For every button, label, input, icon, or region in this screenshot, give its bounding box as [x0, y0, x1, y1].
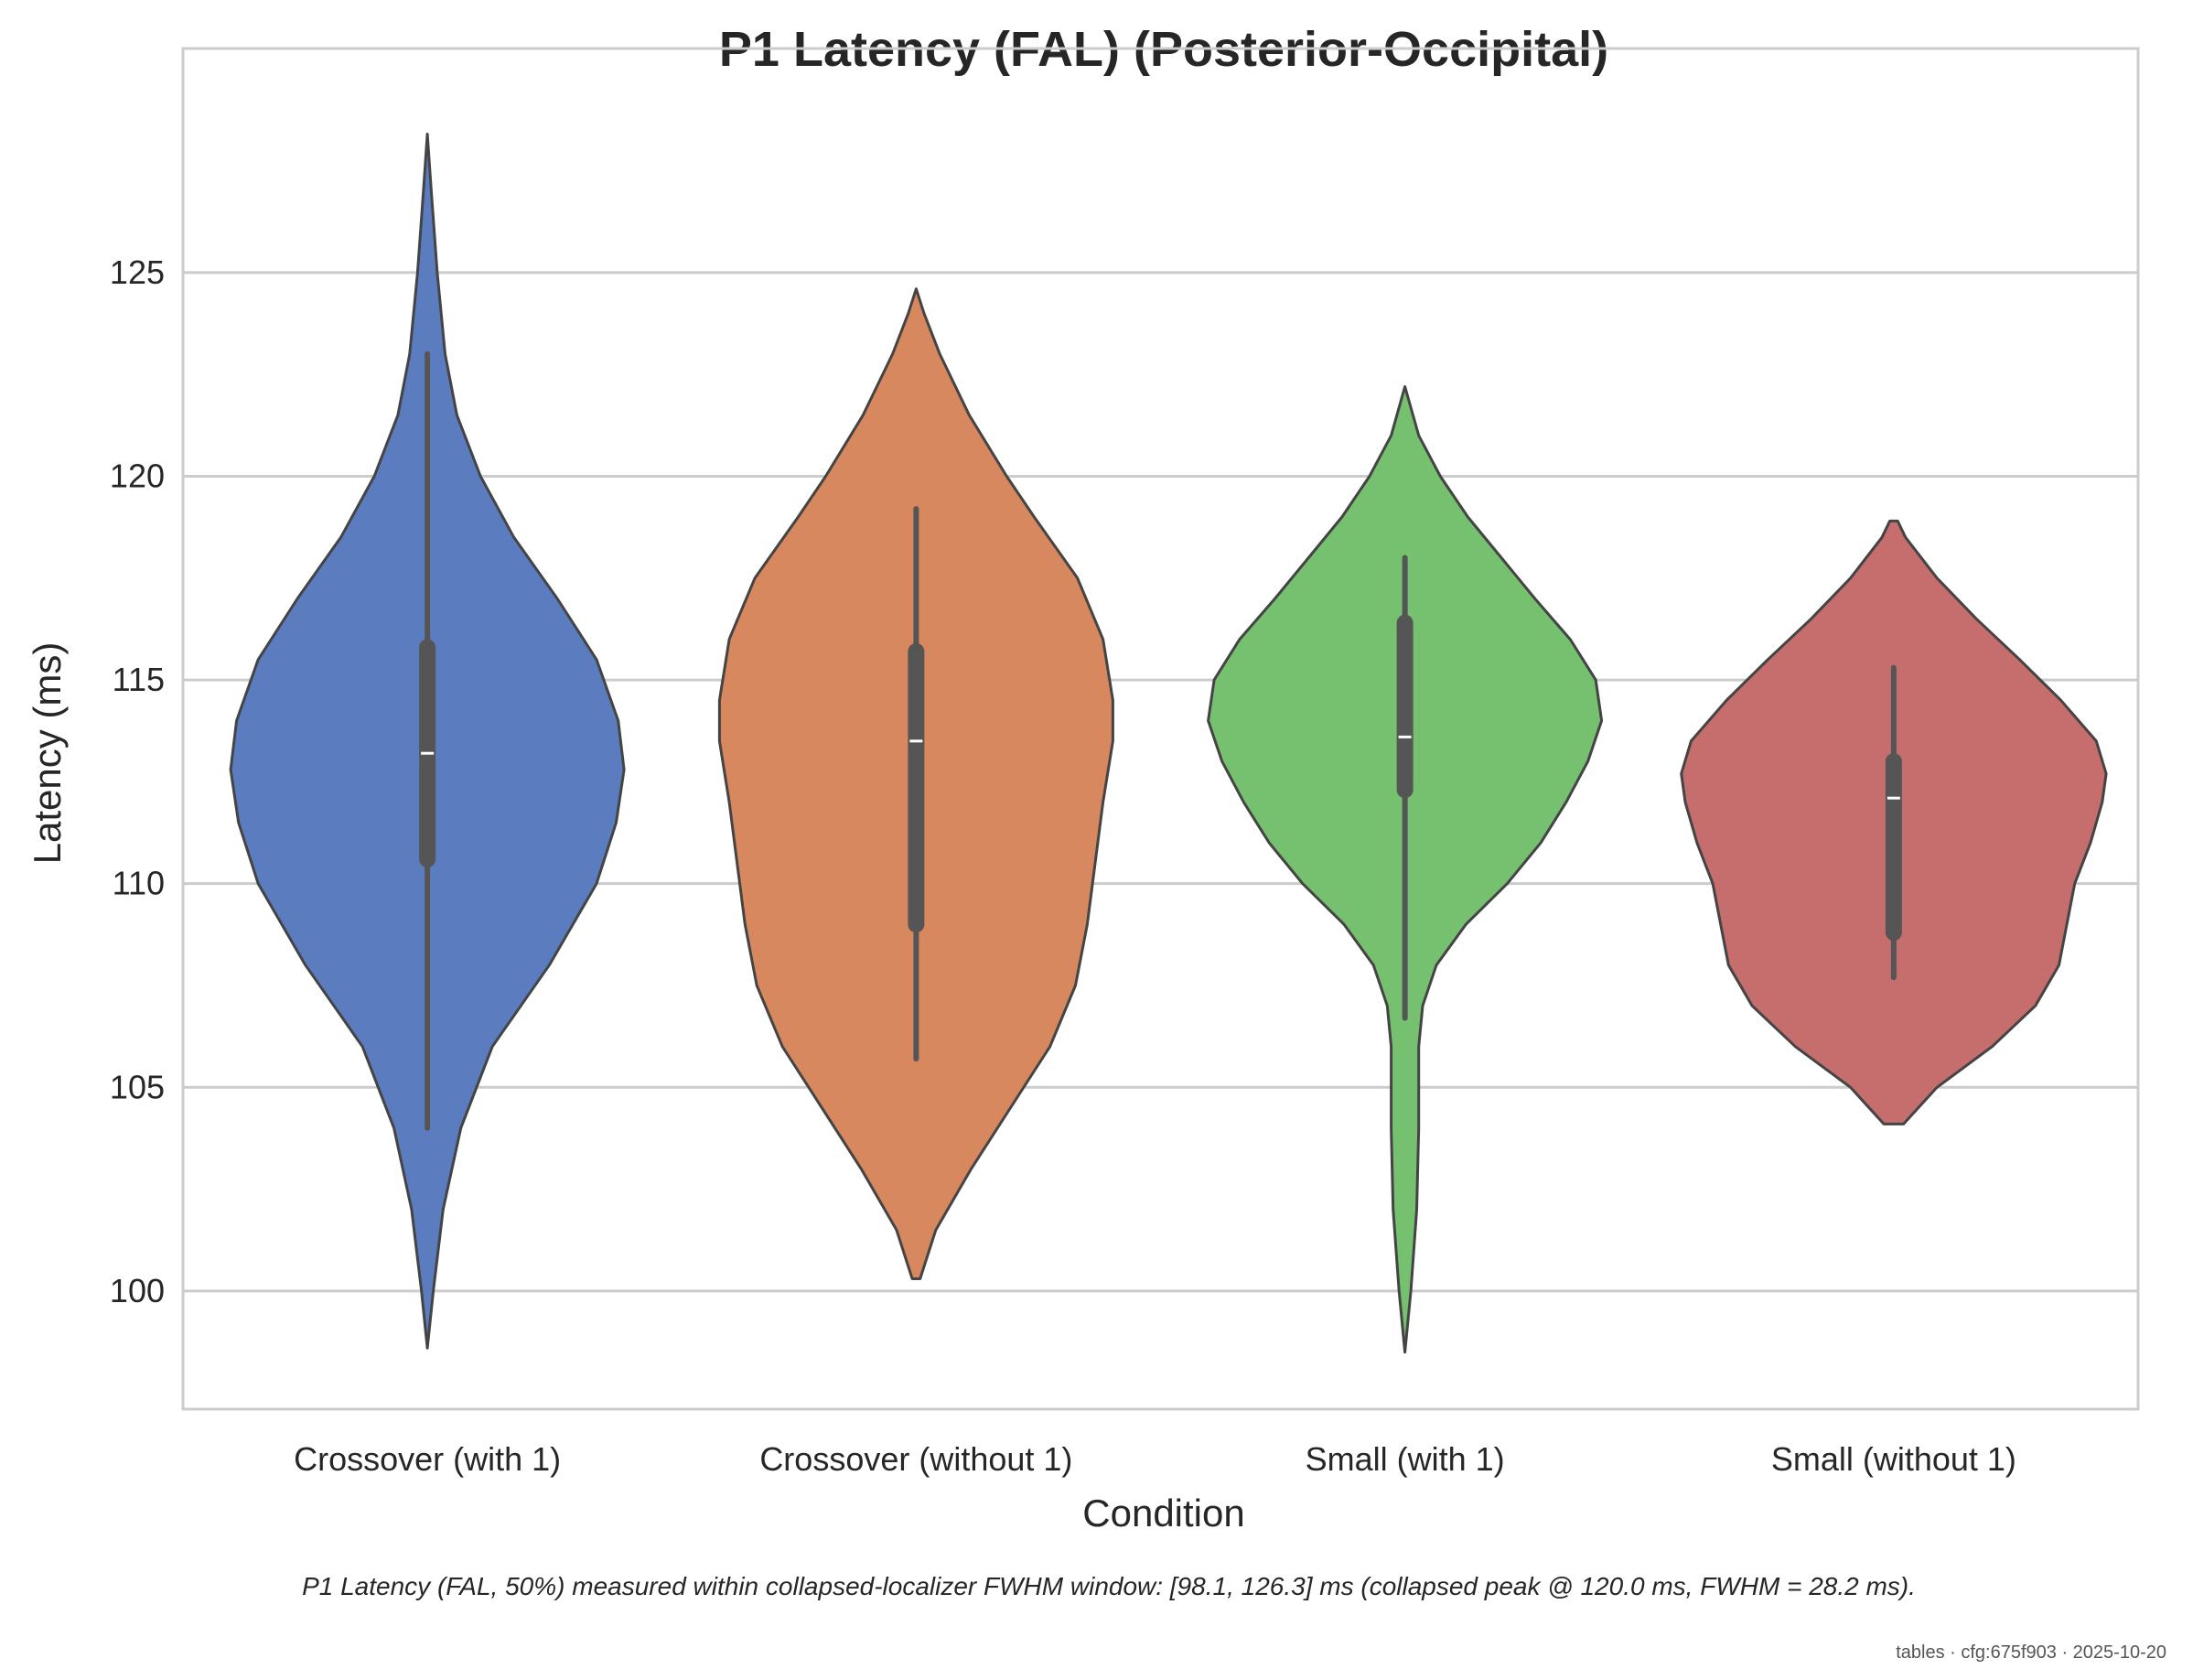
x-tick-label: Crossover (without 1) [759, 1440, 1072, 1478]
y-tick-labels: 100 105 110 115 120 125 [110, 253, 165, 1309]
x-tick-label: Small (without 1) [1771, 1440, 2016, 1478]
footer-note: tables · cfg:675f903 · 2025-10-20 [1896, 1642, 2166, 1663]
caption: P1 Latency (FAL, 50%) measured within co… [302, 1572, 1916, 1600]
y-axis-label: Latency (ms) [26, 642, 69, 865]
x-tick-label: Small (with 1) [1306, 1440, 1505, 1478]
violins [229, 133, 2108, 1354]
y-tick-label: 115 [113, 661, 165, 698]
y-tick-label: 100 [110, 1272, 165, 1309]
x-tick-label: Crossover (with 1) [294, 1440, 561, 1478]
y-tick-label: 105 [110, 1068, 165, 1105]
y-tick-label: 110 [113, 865, 165, 902]
x-tick-labels: Crossover (with 1) Crossover (without 1) S… [294, 1440, 2016, 1478]
y-tick-label: 120 [110, 457, 165, 494]
x-axis-label: Condition [1082, 1492, 1244, 1535]
plot-frame [181, 47, 2140, 1411]
y-tick-label: 125 [110, 253, 165, 291]
